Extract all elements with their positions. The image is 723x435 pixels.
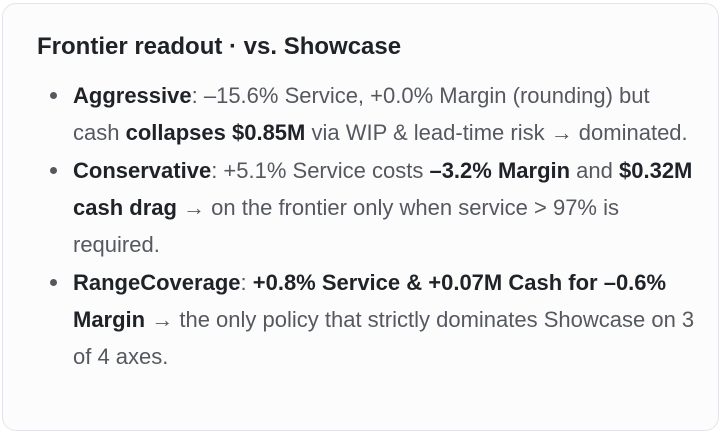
item-text: : xyxy=(240,270,253,295)
readout-card: Frontier readout · vs. Showcase Aggressi… xyxy=(2,3,719,431)
bullet-icon xyxy=(50,279,57,286)
readout-title: Frontier readout · vs. Showcase xyxy=(37,33,402,60)
bullet-icon xyxy=(50,167,57,174)
bullet-icon xyxy=(50,92,57,99)
item-text: : –15.6% Service, +0.0% Margin (rounding… xyxy=(73,83,650,145)
policy-name: Conservative xyxy=(73,158,212,183)
policy-name: RangeCoverage xyxy=(73,270,241,295)
item-emphasis: –3.2% Margin xyxy=(429,158,571,183)
item-text: : +5.1% Service costs xyxy=(211,158,430,183)
readout-list: Aggressive: –15.6% Service, +0.0% Margin… xyxy=(37,77,697,375)
policy-name: Aggressive xyxy=(73,83,192,108)
item-emphasis: +0.8% Service & +0.07M Cash for –0.6% Ma… xyxy=(73,270,667,332)
item-emphasis: $0.32M cash drag xyxy=(73,158,693,220)
list-item-rangecoverage: RangeCoverage: +0.8% Service & +0.07M Ca… xyxy=(37,264,697,375)
list-item-conservative: Conservative: +5.1% Service costs –3.2% … xyxy=(37,152,697,263)
item-text: → the only policy that strictly dominate… xyxy=(73,307,695,369)
item-text: and xyxy=(570,158,619,183)
item-text: → on the frontier only when service > 97… xyxy=(73,195,619,257)
item-text: via WIP & lead-time risk → dominated. xyxy=(305,120,688,145)
list-item-aggressive: Aggressive: –15.6% Service, +0.0% Margin… xyxy=(37,77,697,151)
item-emphasis: collapses $0.85M xyxy=(125,120,306,145)
